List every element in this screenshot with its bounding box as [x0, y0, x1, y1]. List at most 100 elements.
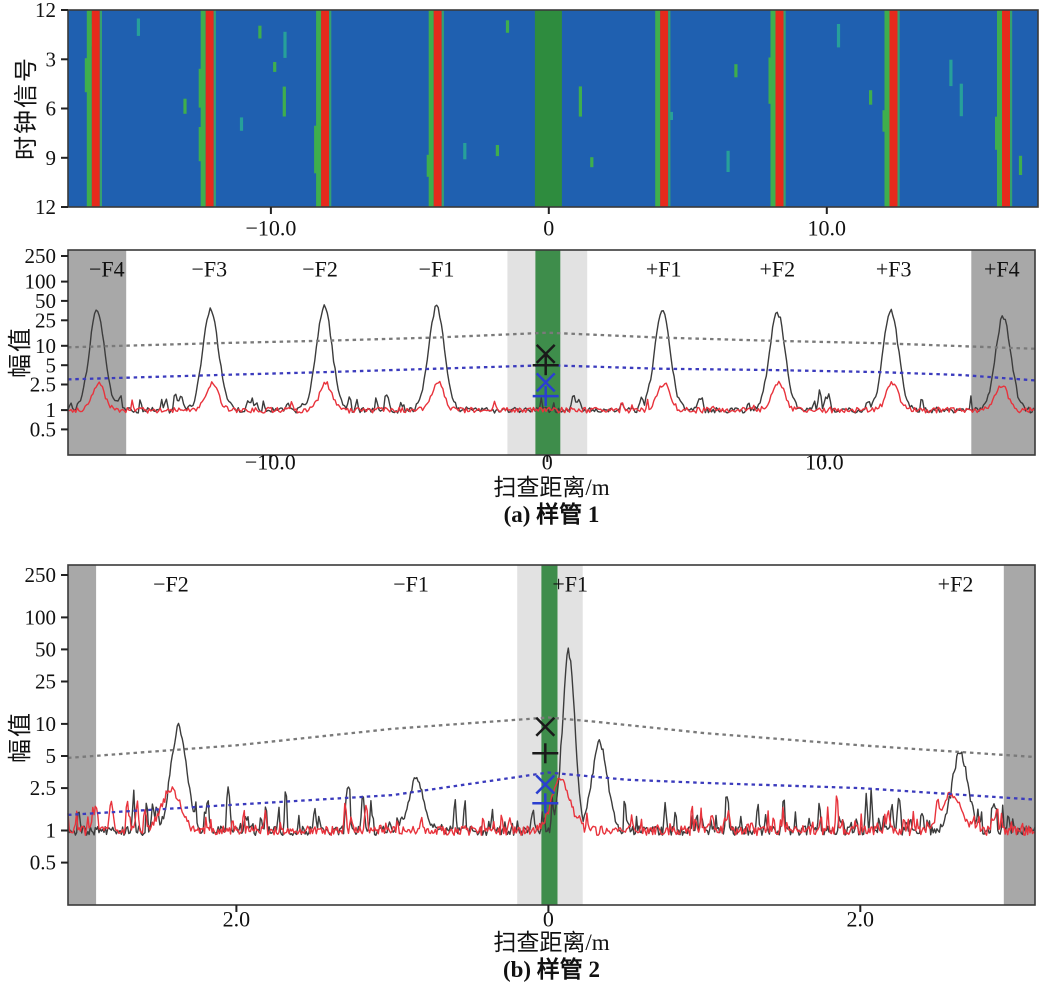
x-tick-label: 10.0 — [805, 449, 844, 474]
sample-tube-2-red-curve — [67, 777, 1036, 837]
sample-tube-1-upper-threshold — [67, 331, 1036, 350]
side-band — [1003, 565, 1035, 905]
tube1-y-axis-label: 幅值 — [8, 326, 34, 378]
heatmap-y-tick-label: 12 — [35, 0, 56, 22]
flaw-label: +F1 — [646, 256, 682, 281]
sample-tube-2-upper-threshold — [67, 716, 1036, 760]
y-tick-label: 100 — [25, 270, 57, 294]
heatmap-stripe-right-edge — [783, 10, 786, 207]
flaw-label: +F4 — [984, 256, 1020, 281]
y-tick-label: 25 — [35, 308, 56, 332]
sample-tube-1-lower-threshold — [67, 364, 1036, 382]
heatmap-speckle — [1018, 155, 1023, 175]
heatmap-flaw-stripe — [775, 10, 784, 207]
heatmap-speckle — [282, 86, 286, 117]
heatmap-stripe-green-edge — [86, 10, 92, 207]
heatmap-flaw-stripe — [889, 10, 898, 207]
flaw-label: −F2 — [153, 571, 189, 596]
heatmap-x-tick-label: 0 — [543, 215, 554, 240]
heatmap-stripe-green-edge — [428, 10, 434, 207]
heatmap-speckle — [590, 157, 594, 168]
heatmap-speckle — [239, 117, 244, 131]
y-tick-label: 25 — [35, 670, 56, 694]
x-tick-label: 2.0 — [223, 906, 251, 931]
heatmap-y-tick-label: 3 — [46, 47, 57, 71]
flaw-label: +F1 — [552, 571, 588, 596]
y-tick-label: 0.5 — [30, 851, 56, 875]
tube2-caption: (b) 样管 2 — [502, 957, 601, 982]
tube2-x-axis-label: 扫查距离/m — [493, 930, 610, 955]
heatmap-flaw-stripe — [660, 10, 669, 207]
y-tick-label: 250 — [25, 244, 57, 268]
marker-x — [535, 774, 556, 795]
heatmap-stripe-green-edge — [884, 10, 890, 207]
heatmap-speckle — [734, 64, 738, 78]
heatmap-flaw-stripe — [205, 10, 214, 207]
heatmap-speckle — [726, 150, 730, 172]
panel-border — [67, 564, 1036, 906]
heatmap-stripe-right-edge — [668, 10, 671, 207]
heatmap-speckle — [949, 59, 953, 87]
y-tick-label: 50 — [35, 638, 56, 662]
tube1-x-axis-label: 扫查距离/m — [493, 475, 610, 500]
heatmap-weld-band — [534, 10, 562, 207]
x-tick-label: 0 — [542, 449, 553, 474]
y-tick-label: 10 — [35, 712, 56, 736]
heatmap-speckle — [183, 98, 187, 114]
heatmap-flaw-stripe — [91, 10, 100, 207]
heatmap-speckle — [669, 111, 673, 120]
y-tick-label: 10 — [35, 334, 56, 358]
heatmap-speckle — [959, 83, 963, 117]
sample-tube-2-lower-threshold — [67, 771, 1036, 817]
heatmap-flaw-stripe — [1002, 10, 1010, 207]
heatmap-x-tick-label: 10.0 — [808, 215, 847, 240]
heatmap-stripe-green-edge — [655, 10, 661, 207]
flaw-label: −F3 — [191, 256, 227, 281]
heatmap-stripe-right-edge — [1010, 10, 1013, 207]
heatmap-stripe-green-edge — [316, 10, 322, 207]
heatmap-stripe-green-edge — [997, 10, 1002, 207]
heatmap-y-tick-label: 9 — [46, 146, 57, 170]
heatmap-x-tick-label: −10.0 — [245, 215, 296, 240]
heatmap-stripe-right-edge — [441, 10, 444, 207]
side-band — [971, 250, 1035, 455]
y-tick-label: 100 — [25, 606, 57, 630]
heatmap-stripe-right-edge — [213, 10, 216, 207]
heatmap-flaw-stripe — [433, 10, 442, 207]
heatmap-stripe-green-edge — [200, 10, 206, 207]
tube2-y-axis-label: 幅值 — [8, 711, 34, 763]
heatmap-stripe-right-edge — [897, 10, 900, 207]
side-band — [68, 250, 127, 455]
heatmap-speckle — [273, 62, 277, 72]
heatmap-stripe-green-edge — [770, 10, 776, 207]
flaw-label: +F3 — [876, 256, 912, 281]
flaw-label: +F2 — [938, 571, 974, 596]
heatmap-speckle — [258, 25, 262, 39]
y-tick-label: 5 — [46, 353, 57, 377]
x-tick-label: −10.0 — [245, 449, 296, 474]
y-tick-label: 50 — [35, 289, 56, 313]
y-tick-label: 250 — [25, 563, 57, 587]
heatmap-y-axis-label: 时钟信号 — [14, 56, 40, 160]
marker-x — [535, 344, 556, 364]
heatmap-speckle — [836, 24, 841, 48]
heatmap-speckle — [136, 18, 140, 36]
heatmap-speckle — [283, 31, 287, 58]
flaw-label: −F1 — [393, 571, 429, 596]
y-tick-label: 1 — [46, 398, 57, 422]
y-tick-label: 0.5 — [30, 418, 56, 442]
x-tick-label: 2.0 — [847, 906, 875, 931]
heatmap-y-tick-label: 12 — [35, 195, 56, 219]
y-tick-label: 1 — [46, 819, 57, 843]
heatmap-stripe-right-edge — [329, 10, 332, 207]
heatmap-speckle — [495, 145, 499, 157]
y-tick-label: 2.5 — [30, 776, 56, 800]
heatmap-y-tick-label: 6 — [46, 97, 57, 121]
y-tick-label: 5 — [46, 744, 57, 768]
side-band — [68, 565, 97, 905]
sample-tube-1-red-curve — [67, 380, 1036, 414]
heatmap-speckle — [463, 143, 467, 160]
heatmap-stripe-right-edge — [99, 10, 102, 207]
